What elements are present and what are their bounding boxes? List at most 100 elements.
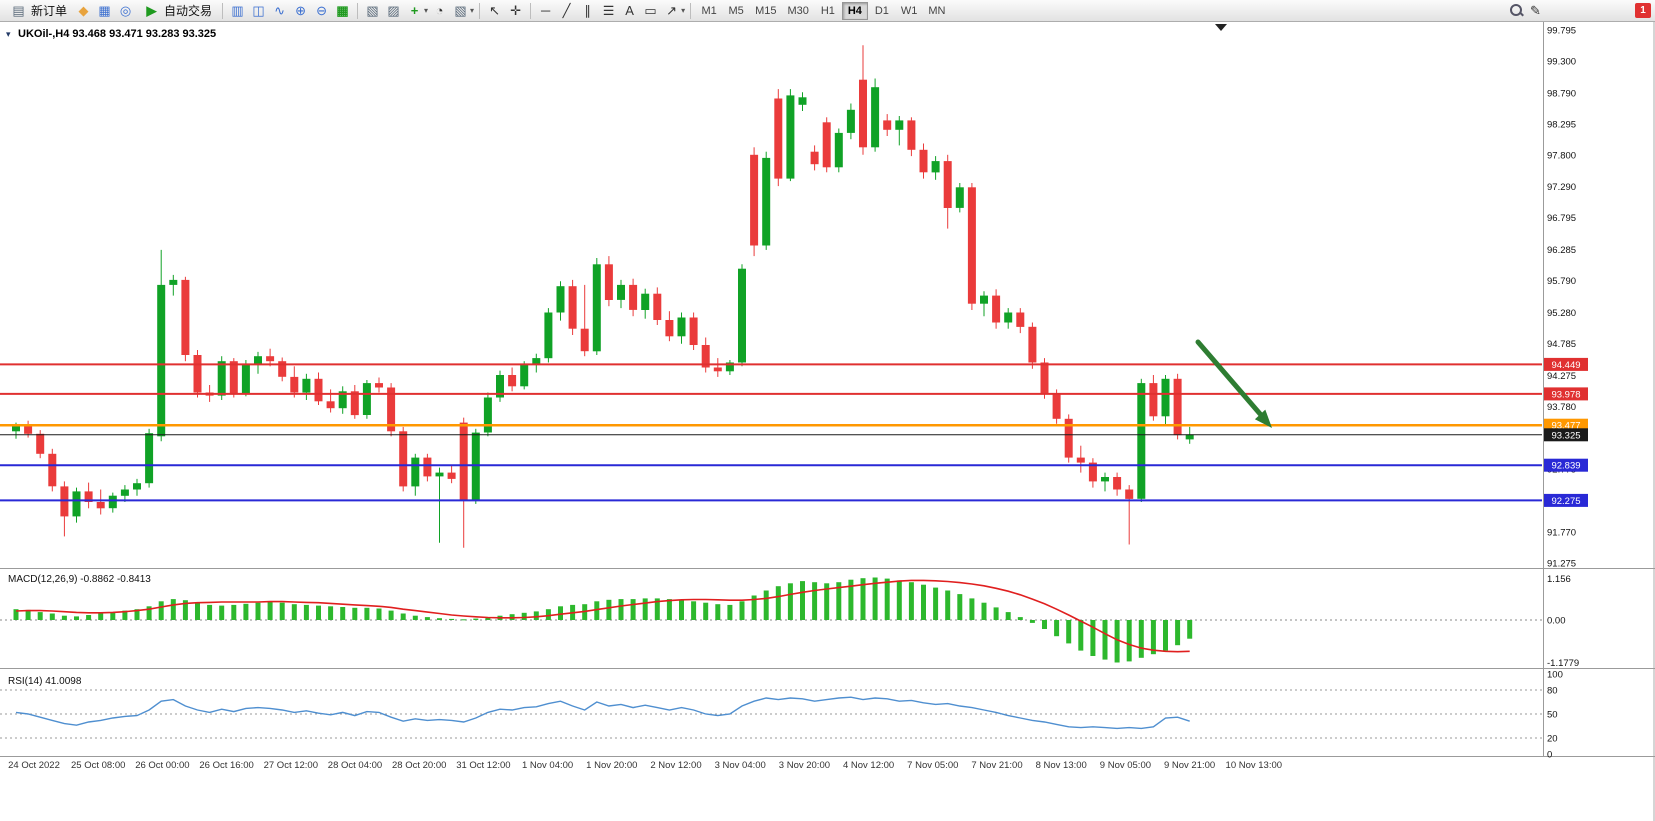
tile-windows-icon[interactable]: ▦	[336, 3, 349, 18]
candle-body	[520, 364, 529, 387]
timeframe-group: M1 M5 M15 M30 H1 H4 D1 W1 MN	[696, 1, 950, 20]
macd-histogram-bar	[1042, 620, 1047, 629]
macd-histogram-bar	[170, 599, 176, 620]
chart-shift-marker[interactable]	[1215, 24, 1227, 31]
pencil-icon[interactable]: ✎	[1530, 3, 1541, 18]
candle-body	[992, 295, 1001, 323]
new-order-button[interactable]: ▤ 新订单	[4, 1, 72, 20]
timeframe-button-m15[interactable]: M15	[750, 2, 781, 20]
pivot-line-tag-label: 93.477	[1551, 421, 1580, 432]
timeframe-button-m5[interactable]: M5	[723, 2, 749, 20]
macd-histogram-bar	[751, 595, 757, 620]
timeframe-button-h1[interactable]: H1	[815, 2, 841, 20]
toolbar-separator	[690, 2, 692, 19]
macd-histogram-bar	[37, 612, 43, 620]
resistance-line-1-tag-label: 94.449	[1551, 360, 1580, 371]
trendline-tool-icon[interactable]: ╱	[562, 3, 571, 18]
price-axis-label: 99.300	[1547, 57, 1576, 68]
candle-body	[314, 378, 323, 402]
navigator-icon[interactable]: ◎	[119, 3, 132, 18]
toolbar-separator	[530, 2, 532, 19]
timeframe-button-m1[interactable]: M1	[696, 2, 722, 20]
macd-histogram-bar	[352, 607, 358, 620]
macd-histogram-bar	[945, 590, 951, 620]
rsi-scale-label: 100	[1547, 670, 1563, 681]
candlestick-chart-icon[interactable]: ◫	[252, 3, 265, 18]
timeframe-button-w1[interactable]: W1	[896, 2, 923, 20]
layout-icon-b[interactable]: ▨	[387, 3, 400, 18]
price-axis-label: 94.275	[1547, 371, 1576, 382]
time-axis-label: 3 Nov 04:00	[715, 760, 766, 771]
macd-histogram-bar	[1102, 620, 1108, 660]
macd-histogram-bar	[316, 605, 321, 620]
period-clock-icon[interactable]: ◔	[435, 3, 444, 18]
bar-chart-icon[interactable]: ▥	[231, 3, 244, 18]
market-watch-icon[interactable]: ▦	[98, 3, 111, 18]
zoom-in-icon[interactable]: ⊕	[295, 3, 306, 18]
text-label-tool-icon[interactable]: ▭	[644, 3, 657, 18]
macd-histogram-bar	[437, 618, 442, 620]
crosshair-icon[interactable]: ✛	[510, 3, 522, 18]
price-axis-label: 91.770	[1547, 528, 1576, 539]
candle-body	[1137, 383, 1146, 499]
macd-histogram-bar	[666, 599, 672, 620]
search-icon[interactable]	[1507, 1, 1526, 20]
macd-histogram-bar	[134, 609, 140, 620]
candle-body	[943, 161, 952, 208]
timeframe-button-mn[interactable]: MN	[923, 2, 950, 20]
price-axis-label: 93.780	[1547, 402, 1576, 413]
macd-histogram-bar	[13, 609, 19, 620]
fibonacci-tool-icon[interactable]: ☰	[602, 3, 615, 18]
layout-icon-a[interactable]: ▧	[366, 3, 379, 18]
candle-body	[955, 187, 964, 208]
macd-histogram-bar	[110, 612, 116, 620]
price-axis-label: 96.795	[1547, 213, 1576, 224]
macd-histogram-bar	[207, 604, 213, 620]
candle-body	[120, 489, 129, 496]
cursor-icon[interactable]: ↖	[489, 3, 501, 18]
chevron-down-icon[interactable]: ▾	[681, 6, 686, 15]
chevron-down-icon[interactable]: ▾	[470, 6, 475, 15]
add-indicator-icon[interactable]: +	[410, 3, 419, 18]
channel-tool-icon[interactable]: ∥	[584, 3, 591, 18]
time-axis-label: 28 Oct 20:00	[392, 760, 446, 771]
autotrade-button[interactable]: ▶ 自动交易	[137, 1, 217, 20]
candle-body	[1076, 457, 1085, 463]
candle-body	[568, 286, 577, 329]
chart-menu-caret[interactable]: ▾	[6, 29, 11, 39]
macd-histogram-bar	[74, 616, 79, 620]
timeframe-button-m30[interactable]: M30	[782, 2, 813, 20]
timeframe-button-d1[interactable]: D1	[869, 2, 895, 20]
notification-badge[interactable]: 1	[1635, 3, 1651, 18]
search-icon-glyph	[1509, 3, 1524, 18]
diamond-icon[interactable]: ◆	[78, 3, 89, 18]
macd-histogram-bar	[158, 601, 164, 620]
candle-body	[713, 367, 722, 372]
macd-histogram-bar	[715, 604, 721, 620]
macd-scale-label: 1.156	[1547, 574, 1571, 585]
candle-body	[822, 122, 831, 168]
timeframe-button-h4[interactable]: H4	[841, 1, 868, 20]
macd-histogram-bar	[594, 601, 600, 620]
candle-body	[399, 431, 408, 487]
zoom-out-icon[interactable]: ⊖	[316, 3, 327, 18]
arrow-annotation-head[interactable]	[1254, 409, 1272, 428]
macd-histogram-bar	[1078, 620, 1084, 651]
macd-histogram-bar	[618, 599, 624, 620]
candle-body	[302, 378, 311, 393]
text-tool-icon[interactable]: A	[625, 3, 634, 18]
macd-histogram-bar	[243, 603, 249, 620]
arrow-annotation-shaft[interactable]	[1195, 339, 1264, 418]
chevron-down-icon[interactable]: ▾	[424, 6, 429, 15]
macd-histogram-bar	[969, 598, 975, 620]
macd-histogram-bar	[884, 578, 890, 620]
macd-histogram-bar	[872, 577, 878, 620]
template-icon[interactable]: ▧	[454, 3, 467, 18]
horizontal-line-tool-icon[interactable]: ─	[540, 3, 551, 18]
candle-body	[508, 375, 517, 387]
line-chart-icon[interactable]: ∿	[274, 3, 285, 18]
candle-body	[84, 491, 93, 502]
arrows-tool-icon[interactable]: ↗	[666, 3, 678, 18]
